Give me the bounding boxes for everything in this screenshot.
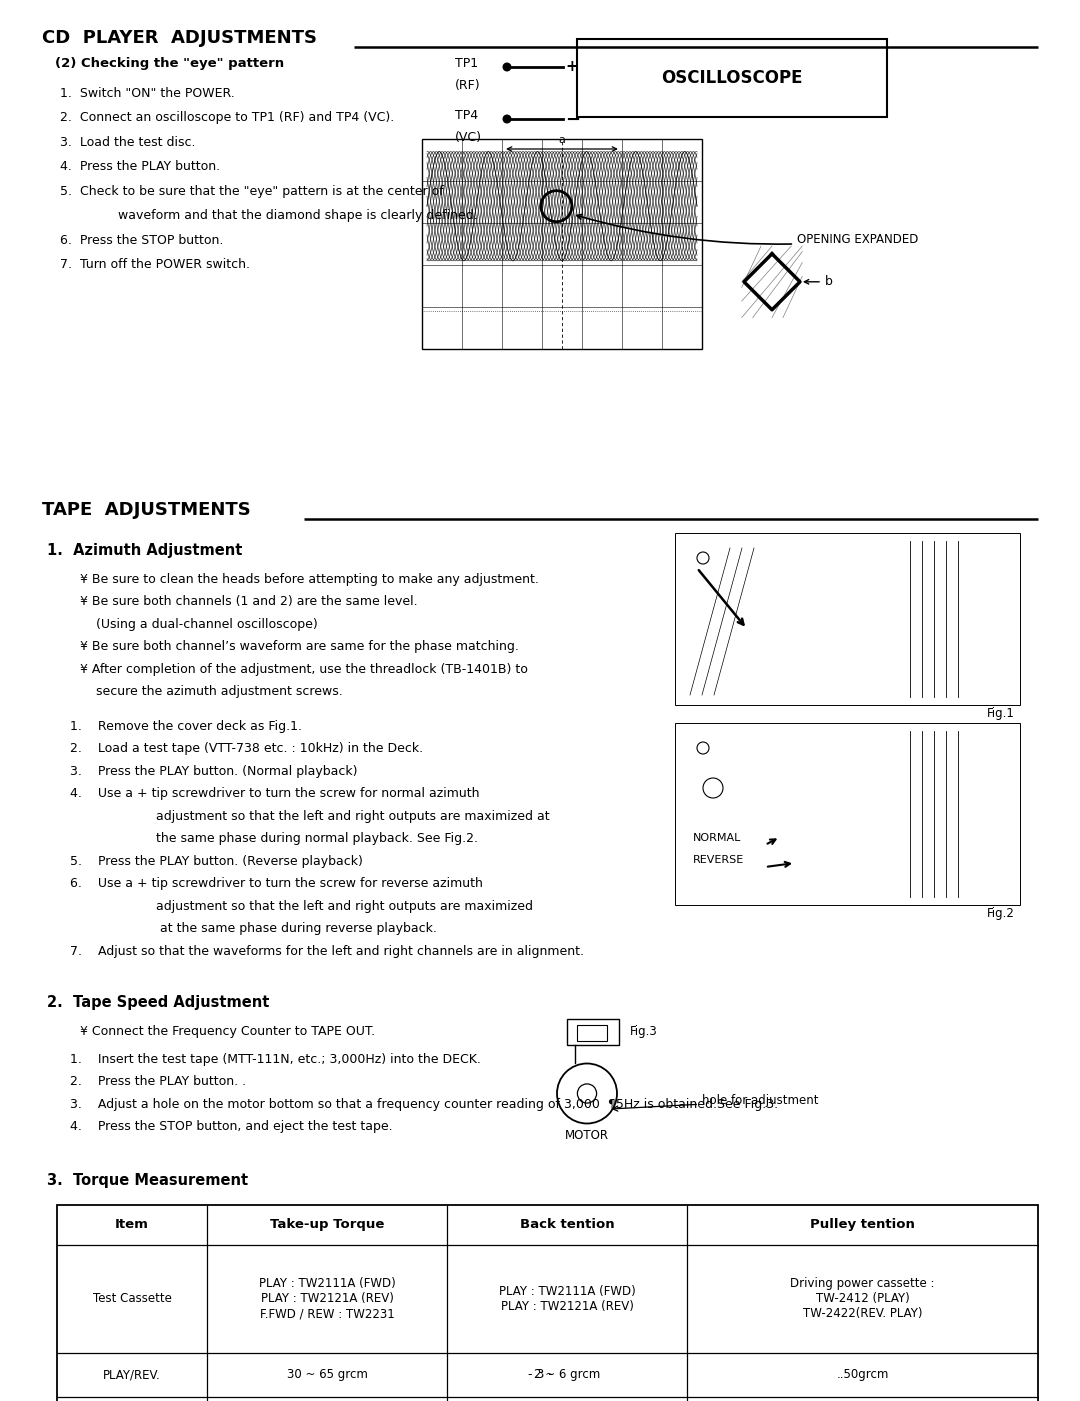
Text: 30 ~ 65 grcm: 30 ~ 65 grcm — [286, 1369, 367, 1381]
Bar — [567, 1020, 619, 1045]
Text: 2.    Load a test tape (VTT-738 etc. : 10kHz) in the Deck.: 2. Load a test tape (VTT-738 etc. : 10kH… — [70, 743, 423, 755]
Text: Fig.1: Fig.1 — [987, 708, 1015, 720]
Text: ¥ Connect the Frequency Counter to TAPE OUT.: ¥ Connect the Frequency Counter to TAPE … — [80, 1026, 375, 1038]
Bar — [57, 1205, 1038, 1401]
Text: 6.  Press the STOP button.: 6. Press the STOP button. — [60, 234, 224, 247]
Circle shape — [503, 115, 511, 123]
Text: secure the azimuth adjustment screws.: secure the azimuth adjustment screws. — [80, 685, 342, 699]
Text: Back tention: Back tention — [519, 1219, 615, 1231]
Text: Fig.2: Fig.2 — [987, 906, 1015, 920]
Text: +: + — [565, 59, 578, 74]
Text: ¥ Be sure to clean the heads before attempting to make any adjustment.: ¥ Be sure to clean the heads before atte… — [80, 573, 539, 586]
Text: waveform and that the diamond shape is clearly defined.: waveform and that the diamond shape is c… — [90, 210, 477, 223]
Text: 4.    Press the STOP button, and eject the test tape.: 4. Press the STOP button, and eject the … — [70, 1121, 393, 1133]
Text: (Using a dual-channel oscilloscope): (Using a dual-channel oscilloscope) — [80, 618, 318, 630]
Text: 2.    Press the PLAY button. .: 2. Press the PLAY button. . — [70, 1076, 246, 1089]
Text: Take-up Torque: Take-up Torque — [270, 1219, 384, 1231]
Text: 3.  Torque Measurement: 3. Torque Measurement — [48, 1173, 248, 1188]
Text: 4.  Press the PLAY button.: 4. Press the PLAY button. — [60, 161, 220, 174]
Text: 7.    Adjust so that the waveforms for the left and right channels are in alignm: 7. Adjust so that the waveforms for the … — [70, 946, 584, 958]
Bar — [577, 1026, 607, 1041]
Text: TAPE  ADJUSTMENTS: TAPE ADJUSTMENTS — [42, 502, 251, 518]
Text: the same phase during normal playback. See Fig.2.: the same phase during normal playback. S… — [120, 832, 478, 845]
Text: Fig.3: Fig.3 — [630, 1026, 658, 1038]
Text: 3.  Load the test disc.: 3. Load the test disc. — [60, 136, 195, 149]
Text: 3.    Press the PLAY button. (Normal playback): 3. Press the PLAY button. (Normal playba… — [70, 765, 357, 778]
Bar — [577, 39, 887, 118]
Text: 1.    Insert the test tape (MTT-111N, etc.; 3,000Hz) into the DECK.: 1. Insert the test tape (MTT-111N, etc.;… — [70, 1054, 481, 1066]
Text: 1.  Switch "ON" the POWER.: 1. Switch "ON" the POWER. — [60, 87, 234, 99]
Text: OSCILLOSCOPE: OSCILLOSCOPE — [661, 69, 802, 87]
Text: 4.    Use a + tip screwdriver to turn the screw for normal azimuth: 4. Use a + tip screwdriver to turn the s… — [70, 787, 480, 800]
Text: 1.  Azimuth Adjustment: 1. Azimuth Adjustment — [48, 544, 242, 558]
Text: PLAY/REV.: PLAY/REV. — [103, 1369, 161, 1381]
Text: MOTOR: MOTOR — [565, 1129, 609, 1142]
Text: adjustment so that the left and right outputs are maximized: adjustment so that the left and right ou… — [120, 899, 534, 913]
Text: TP1: TP1 — [455, 57, 478, 70]
Bar — [675, 532, 1020, 705]
Text: −: − — [565, 111, 580, 129]
Text: a: a — [558, 134, 566, 144]
Text: 2 ~ 6 grcm: 2 ~ 6 grcm — [534, 1369, 600, 1381]
Text: NORMAL: NORMAL — [693, 834, 741, 843]
Text: REVERSE: REVERSE — [693, 855, 744, 864]
Text: hole for adjustment: hole for adjustment — [612, 1094, 819, 1111]
Text: Pulley tention: Pulley tention — [810, 1219, 915, 1231]
Text: adjustment so that the left and right outputs are maximized at: adjustment so that the left and right ou… — [120, 810, 550, 822]
Text: 2.  Tape Speed Adjustment: 2. Tape Speed Adjustment — [48, 996, 269, 1010]
Text: Test Cassette: Test Cassette — [93, 1293, 172, 1306]
Text: - 3 -: - 3 - — [527, 1367, 553, 1381]
Text: 7.  Turn off the POWER switch.: 7. Turn off the POWER switch. — [60, 259, 249, 272]
Text: (RF): (RF) — [455, 78, 481, 92]
Text: PLAY : TW2111A (FWD)
PLAY : TW2121A (REV): PLAY : TW2111A (FWD) PLAY : TW2121A (REV… — [499, 1285, 635, 1313]
Text: ¥ After completion of the adjustment, use the threadlock (TB-1401B) to: ¥ After completion of the adjustment, us… — [80, 663, 528, 677]
Text: TP4: TP4 — [455, 109, 478, 122]
Text: 1.    Remove the cover deck as Fig.1.: 1. Remove the cover deck as Fig.1. — [70, 720, 302, 733]
Text: b: b — [825, 276, 833, 289]
Text: ..50grcm: ..50grcm — [836, 1369, 889, 1381]
Bar — [675, 723, 1020, 905]
Text: PLAY : TW2111A (FWD)
PLAY : TW2121A (REV)
F.FWD / REW : TW2231: PLAY : TW2111A (FWD) PLAY : TW2121A (REV… — [258, 1278, 395, 1321]
Text: Item: Item — [116, 1219, 149, 1231]
Text: (2) Checking the "eye" pattern: (2) Checking the "eye" pattern — [55, 57, 284, 70]
Text: 6.    Use a + tip screwdriver to turn the screw for reverse azimuth: 6. Use a + tip screwdriver to turn the s… — [70, 877, 483, 891]
Text: OPENING EXPANDED: OPENING EXPANDED — [577, 214, 918, 247]
Text: (VC): (VC) — [455, 132, 482, 144]
Text: Driving power cassette :
TW-2412 (PLAY)
TW-2422(REV. PLAY): Driving power cassette : TW-2412 (PLAY) … — [791, 1278, 935, 1321]
Circle shape — [503, 63, 511, 71]
Text: 5.  Check to be sure that the "eye" pattern is at the center of: 5. Check to be sure that the "eye" patte… — [60, 185, 444, 198]
Text: ¥ Be sure both channel’s waveform are same for the phase matching.: ¥ Be sure both channel’s waveform are sa… — [80, 640, 518, 653]
Text: CD  PLAYER  ADJUSTMENTS: CD PLAYER ADJUSTMENTS — [42, 29, 318, 48]
Bar — [422, 139, 702, 349]
Text: 5.    Press the PLAY button. (Reverse playback): 5. Press the PLAY button. (Reverse playb… — [70, 855, 363, 869]
Text: ¥ Be sure both channels (1 and 2) are the same level.: ¥ Be sure both channels (1 and 2) are th… — [80, 595, 418, 608]
Text: 2.  Connect an oscilloscope to TP1 (RF) and TP4 (VC).: 2. Connect an oscilloscope to TP1 (RF) a… — [60, 112, 394, 125]
Text: at the same phase during reverse playback.: at the same phase during reverse playbac… — [120, 922, 437, 936]
Text: 3.    Adjust a hole on the motor bottom so that a frequency counter reading of 3: 3. Adjust a hole on the motor bottom so … — [70, 1098, 778, 1111]
